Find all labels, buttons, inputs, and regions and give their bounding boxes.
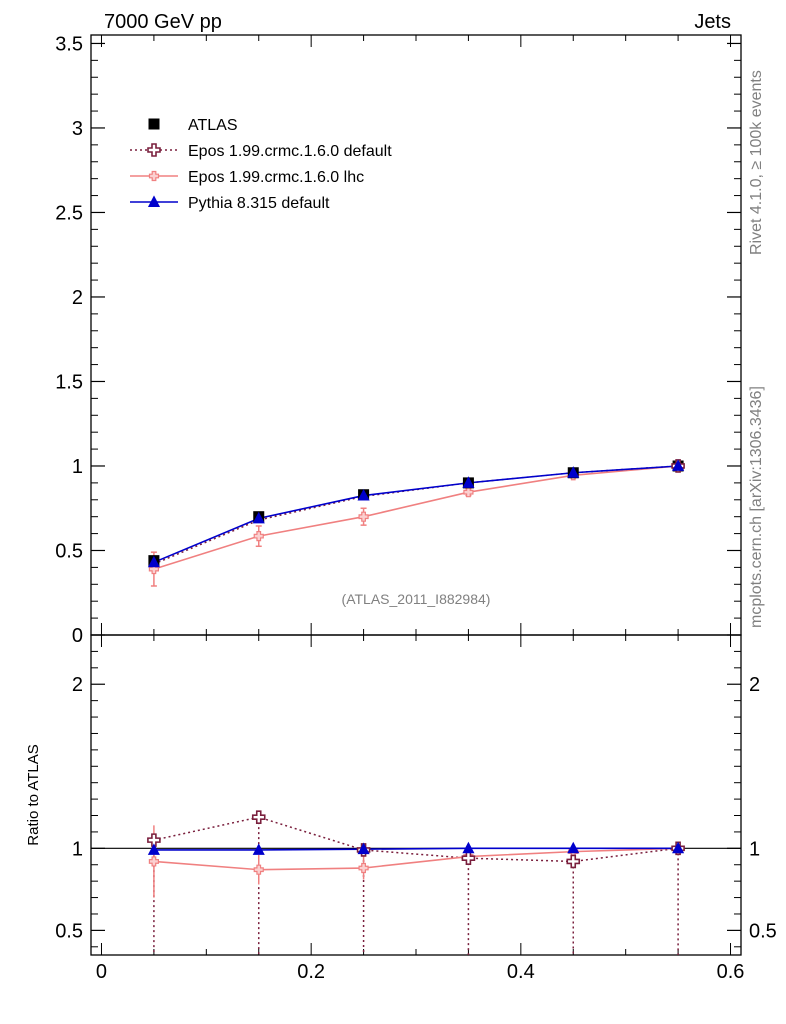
ratio-axes: 0 0.2 0.4 0.60.5 0.51 12 2 — [55, 635, 777, 983]
y-tick-label: 1 — [72, 456, 83, 478]
ratio-y-tick-label-right: 1 — [749, 838, 760, 860]
ratio-panel-frame — [90, 634, 742, 956]
pythia-point — [252, 511, 265, 524]
pythia-ratio-point — [462, 841, 475, 854]
epos-default-line — [153, 465, 679, 565]
pythia-ratio-point — [672, 841, 685, 854]
x-tick-label: 0 — [96, 961, 107, 983]
y-tick-label: 2.5 — [55, 202, 83, 224]
y-tick-label: 0 — [72, 625, 83, 647]
pythia-point — [462, 476, 475, 488]
epos-lhc-ratio-point — [148, 856, 160, 867]
legend-entry-label: Pythia 8.315 default — [188, 195, 330, 212]
legend-entry-label: Epos 1.99.crmc.1.6.0 default — [188, 143, 392, 160]
pythia-ratio-point — [357, 842, 370, 855]
epos-lhc-ratio-point — [358, 862, 369, 874]
header-left-label: 7000 GeV pp — [104, 11, 222, 33]
pythia-ratio-point — [567, 841, 580, 854]
pythia-point — [567, 466, 580, 478]
legend-atlas-marker — [148, 118, 160, 130]
pythia-point — [672, 459, 685, 471]
epos-lhc-point — [358, 511, 369, 522]
mcplots-label: mcplots.cern.ch [arXiv:1306.3436] — [748, 386, 765, 628]
pythia-point — [147, 555, 160, 568]
legend-pythia-marker — [147, 195, 161, 207]
pythia-ratio-point — [147, 843, 160, 855]
ratio-y-tick-label: 0.5 — [55, 920, 83, 942]
ratio-y-tick-label: 1 — [72, 838, 83, 860]
legend-entry-label: Epos 1.99.crmc.1.6.0 lhc — [188, 169, 364, 186]
analysis-tag: (ATLAS_2011_I882984) — [342, 591, 491, 607]
pythia-point — [357, 488, 370, 501]
pythia-ratio-line — [153, 847, 679, 851]
legend: ATLAS Epos 1.99.crmc.1.6.0 default Epos 1.… — [130, 117, 392, 212]
epos-default-ratio-point — [566, 854, 581, 869]
epos-lhc-point — [253, 531, 264, 542]
legend-epos-default-marker — [147, 143, 161, 157]
epos-default-ratio-point — [461, 851, 476, 865]
x-tick-label: 0.4 — [507, 961, 535, 983]
pythia-line — [153, 465, 679, 564]
y-tick-label: 2 — [72, 287, 83, 309]
ratio-series — [147, 810, 685, 955]
y-tick-label: 0.5 — [55, 540, 83, 562]
y-tick-label: 1.5 — [55, 371, 83, 393]
main-axes: 0 0.5 1 1.5 2 2.5 3 3.5 — [55, 33, 741, 647]
ratio-y-tick-label-right: 2 — [749, 674, 760, 696]
epos-lhc-ratio-point — [253, 864, 264, 875]
epos-default-ratio-point — [251, 810, 266, 824]
x-tick-label: 0.2 — [297, 961, 325, 983]
pythia-ratio-point — [252, 843, 265, 855]
legend-entry-label: ATLAS — [188, 117, 238, 134]
epos-default-ratio-line — [153, 816, 679, 863]
ratio-y-tick-label-right: 0.5 — [749, 920, 777, 942]
epos-default-ratio-point — [147, 833, 161, 847]
ratio-y-tick-label: 2 — [72, 674, 83, 696]
y-tick-label: 3.5 — [55, 33, 83, 55]
legend-epos-lhc-marker — [148, 170, 160, 182]
epos-lhc-point — [463, 487, 474, 498]
epos-lhc-point — [148, 563, 160, 575]
rivet-version-label: Rivet 4.1.0, ≥ 100k events — [748, 70, 765, 255]
main-series — [147, 459, 685, 587]
epos-lhc-line — [153, 465, 679, 570]
ratio-axis-title: Ratio to ATLAS — [25, 744, 42, 845]
y-tick-label: 3 — [72, 118, 83, 140]
epos-lhc-ratio-line — [153, 847, 679, 871]
x-tick-label: 0.6 — [717, 961, 745, 983]
header-right-label: Jets — [694, 11, 731, 33]
